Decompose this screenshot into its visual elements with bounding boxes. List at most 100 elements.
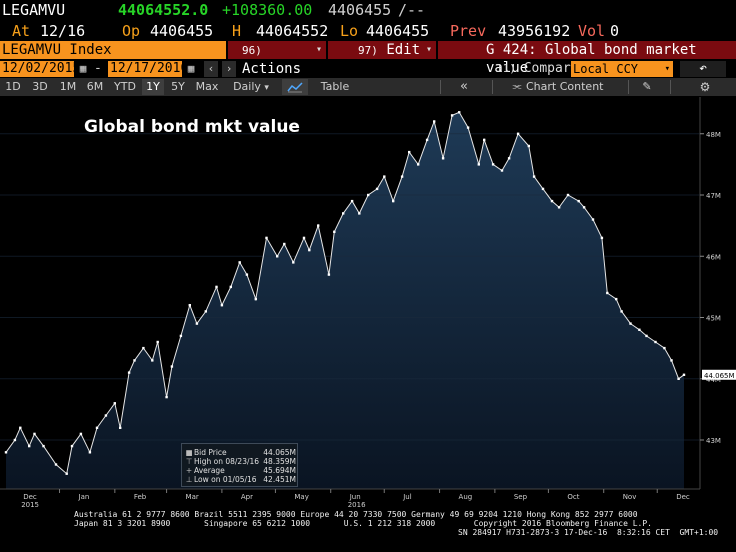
data-point (88, 451, 92, 454)
data-point (532, 175, 536, 178)
year-label: 2016 (348, 501, 366, 508)
undo-arrow-button[interactable]: ↶ (680, 61, 726, 77)
data-point (606, 291, 609, 295)
period-5y[interactable]: 5Y (171, 80, 185, 93)
data-point (541, 187, 545, 191)
y-tick-label: 48M (706, 131, 721, 139)
prev-value: 43956192 (498, 22, 571, 40)
edit-label: Edit (386, 42, 421, 58)
period-1m[interactable]: 1M (59, 80, 77, 93)
high-value: 44064552 (256, 22, 329, 40)
data-point (65, 472, 68, 475)
period-1y[interactable]: 1Y (142, 79, 164, 95)
data-point (550, 199, 554, 203)
data-point (179, 334, 183, 338)
data-point (317, 224, 320, 227)
period-ytd[interactable]: YTD (114, 80, 136, 93)
data-point (333, 230, 336, 233)
data-point (408, 150, 411, 154)
data-point (265, 236, 268, 240)
data-point (19, 426, 22, 429)
y-tick-label: 43M (706, 437, 721, 445)
edit-menu[interactable]: 97) Edit ▾ (328, 41, 436, 59)
chevron-down-icon: ▾ (315, 44, 322, 55)
data-point (283, 242, 286, 246)
x-tick-label: Oct (567, 493, 579, 501)
data-point (375, 187, 379, 191)
data-point (516, 132, 520, 135)
data-point (582, 206, 586, 209)
series-area (6, 112, 684, 490)
toolbar-divider (628, 80, 629, 94)
chart-legend[interactable]: ■ Bid Price 44.065M ⊤ High on 08/23/16 4… (181, 443, 298, 487)
data-point (654, 340, 657, 344)
collapse-left-icon[interactable]: « (460, 79, 468, 94)
compare-number: 11) (496, 62, 516, 75)
chart-toolbar: 1D 3D 1M 6M YTD 1Y 5Y Max Daily ▾ Table … (0, 78, 736, 96)
data-point (104, 414, 108, 417)
annotate-icon[interactable]: ✎ (642, 80, 652, 93)
data-point (302, 236, 306, 240)
currency-select[interactable]: Local CCY ▾ (571, 61, 673, 77)
data-point (507, 157, 511, 160)
end-date-input[interactable]: 12/17/2016 (108, 61, 189, 77)
bid-price: 4406455 (328, 1, 392, 19)
previous-period-button[interactable]: ‹ (204, 61, 218, 77)
actions-label: Actions (242, 61, 302, 77)
chart-content-button[interactable]: Chart Content (526, 80, 604, 93)
frequency-select[interactable]: Daily ▾ (226, 79, 276, 95)
data-point (466, 126, 470, 129)
period-1d[interactable]: 1D (5, 80, 21, 93)
data-point (188, 304, 191, 307)
calendar-icon[interactable]: ▦ (187, 62, 195, 75)
data-point (142, 346, 145, 350)
period-max[interactable]: Max (195, 80, 219, 93)
vol-label: Vol (578, 22, 606, 40)
gear-icon[interactable]: ⚙ (699, 80, 711, 94)
table-button[interactable]: Table (320, 80, 350, 93)
compare-menu[interactable]: 11) Compare (496, 60, 579, 78)
data-point (28, 444, 31, 448)
data-point (367, 193, 370, 197)
data-point (70, 444, 74, 448)
data-point (195, 322, 199, 325)
period-3d[interactable]: 3D (32, 80, 48, 93)
data-point (238, 261, 241, 264)
data-point (220, 304, 224, 307)
data-point (95, 426, 99, 429)
y-tick-label: 45M (706, 315, 721, 323)
actions-number: 96) (242, 44, 262, 57)
actions-menu[interactable]: 96) Actions ▾ (228, 41, 326, 77)
data-point (615, 297, 618, 301)
legend-row-high: ⊤ High on 08/23/16 48.359M (185, 457, 296, 466)
average-marker-icon: + (185, 466, 193, 475)
security-field[interactable]: LEGAMVU Index (0, 41, 226, 59)
legend-label: Average (194, 466, 225, 475)
data-point (677, 377, 680, 380)
high-label: H (232, 22, 242, 40)
x-tick-label: Aug (459, 493, 473, 501)
price-chart[interactable]: 43M44M45M46M47M48M44.065MDecJanFebMarApr… (0, 97, 736, 509)
period-6m[interactable]: 6M (86, 80, 104, 93)
open-value: 4406455 (150, 22, 214, 40)
data-point (127, 371, 131, 374)
legend-label: High on 08/23/16 (194, 457, 260, 466)
open-label: Op (122, 22, 141, 40)
next-period-button[interactable]: › (222, 61, 236, 77)
data-point (254, 297, 257, 301)
chart-content-icon[interactable]: ⫘ (512, 81, 522, 92)
line-chart-icon[interactable] (282, 79, 308, 95)
data-point (170, 365, 174, 368)
last-value-box (702, 369, 736, 380)
footer-session-line: SN 284917 H731-2873-3 17-Dec-16 8:32:16 … (458, 528, 719, 537)
data-point (670, 359, 673, 362)
x-tick-label: Mar (186, 493, 199, 501)
data-point (42, 444, 45, 448)
data-point (682, 373, 686, 376)
x-tick-label: Feb (134, 493, 147, 501)
start-date-input[interactable]: 12/02/2015 (0, 61, 81, 77)
date-range-bar: 12/02/2015 ▦ - 12/17/2016 ▦ ‹ › 11) Comp… (0, 60, 736, 78)
legend-value: 48.359M (263, 457, 296, 466)
calendar-icon[interactable]: ▦ (79, 62, 87, 75)
data-point (79, 432, 83, 436)
